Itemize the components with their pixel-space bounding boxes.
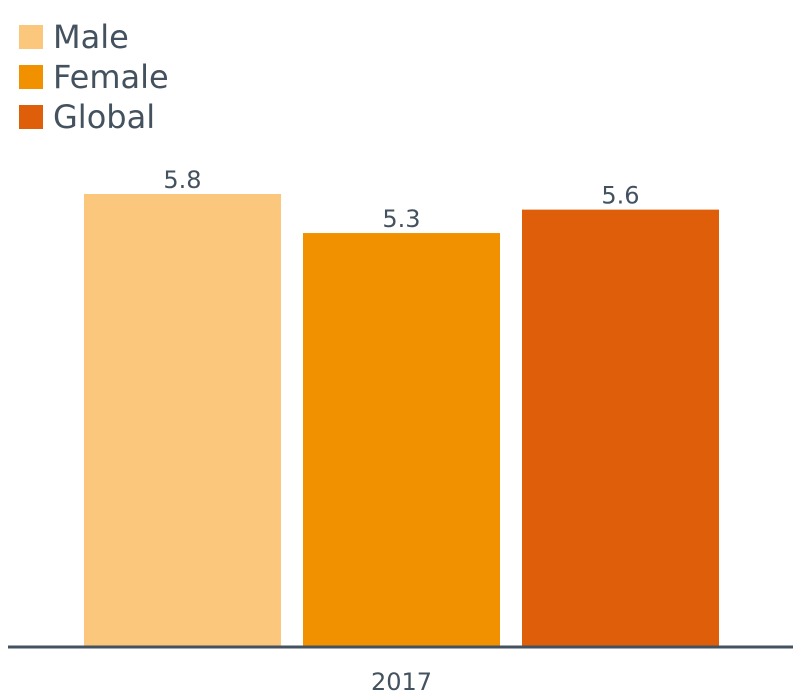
- legend-label-female: Female: [53, 58, 169, 96]
- bars-group: [84, 194, 719, 647]
- legend-swatch-male: [19, 25, 43, 49]
- legend-swatch-female: [19, 65, 43, 89]
- data-label-male: 5.8: [163, 166, 201, 194]
- data-label-female: 5.3: [382, 205, 420, 233]
- legend-swatch-global: [19, 105, 43, 129]
- bar-global: [522, 209, 719, 647]
- bar-male: [84, 194, 281, 647]
- x-tick-labels: 2017: [371, 668, 432, 696]
- data-label-global: 5.6: [601, 182, 639, 210]
- legend-label-male: Male: [53, 18, 129, 56]
- data-labels-group: 5.8 5.3 5.6: [163, 166, 639, 233]
- bar-female: [303, 233, 500, 647]
- legend-label-global: Global: [53, 98, 155, 136]
- x-tick-label: 2017: [371, 668, 432, 696]
